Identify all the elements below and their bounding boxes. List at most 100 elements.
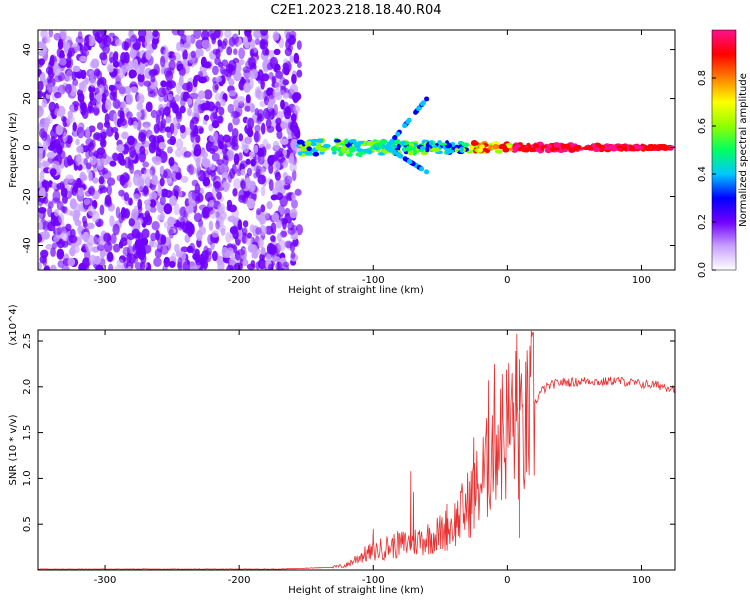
heatmap-cell xyxy=(106,177,116,186)
heatmap-cell xyxy=(200,56,207,68)
heatmap-cell xyxy=(38,80,44,91)
heatmap-cell xyxy=(268,179,274,191)
heatmap-cell xyxy=(226,264,234,270)
heatmap-cell xyxy=(296,40,302,50)
heatmap-cell xyxy=(246,263,256,270)
heatmap-cell xyxy=(173,203,180,216)
heatmap-cell xyxy=(424,169,430,175)
heatmap-cell xyxy=(176,41,181,52)
heatmap-cell xyxy=(104,113,110,125)
heatmap-cell xyxy=(216,191,222,200)
heatmap-cell xyxy=(181,222,188,233)
heatmap-cell xyxy=(137,30,147,39)
heatmap-cell xyxy=(201,39,210,49)
heatmap-cell xyxy=(38,211,44,220)
heatmap-cell xyxy=(545,146,552,151)
heatmap-cell xyxy=(192,107,200,119)
heatmap-cell xyxy=(264,96,270,106)
heatmap-cell xyxy=(119,110,125,123)
heatmap-cell xyxy=(289,162,297,172)
heatmap-cell xyxy=(209,112,218,123)
heatmap-cell xyxy=(283,101,289,112)
heatmap-cell xyxy=(110,127,119,134)
heatmap-cell xyxy=(41,230,51,240)
heatmap-cell xyxy=(63,35,73,46)
heatmap-cell xyxy=(127,135,136,146)
heatmap-cell xyxy=(43,121,49,133)
heatmap-cell xyxy=(242,227,248,236)
heatmap-cell xyxy=(38,105,44,117)
heatmap-cell xyxy=(372,146,380,151)
heatmap-cell xyxy=(315,145,323,151)
y-tick-label: -20 xyxy=(22,188,33,204)
heatmap-cell xyxy=(112,52,119,63)
heatmap-cell xyxy=(118,84,127,97)
heatmap-cell xyxy=(224,30,232,39)
heatmap-cell xyxy=(267,108,277,120)
heatmap-cell xyxy=(215,48,221,60)
heatmap-cell xyxy=(435,147,440,153)
heatmap-cell xyxy=(171,30,181,36)
heatmap-cell xyxy=(395,131,401,137)
heatmap-cell xyxy=(310,142,317,147)
heatmap-cell xyxy=(228,204,237,213)
heatmap-cell xyxy=(315,138,324,143)
heatmap-cell xyxy=(459,146,464,153)
heatmap-cell xyxy=(189,265,198,270)
heatmap-cell xyxy=(316,142,322,147)
heatmap-cell xyxy=(119,174,126,186)
heatmap-cell xyxy=(284,47,292,57)
heatmap-cell xyxy=(260,30,268,36)
heatmap-cell xyxy=(128,217,135,227)
heatmap-cell xyxy=(124,41,130,50)
heatmap-cell xyxy=(219,163,228,175)
heatmap-cell xyxy=(353,142,360,146)
heatmap-cell xyxy=(197,90,206,100)
heatmap-cell xyxy=(420,100,426,106)
heatmap-cell xyxy=(179,43,186,53)
heatmap-cell xyxy=(211,250,218,262)
heatmap-cell xyxy=(50,247,56,257)
heatmap-cell xyxy=(358,140,365,144)
heatmap-cell xyxy=(193,30,202,39)
heatmap-cell xyxy=(85,126,91,139)
heatmap-cell xyxy=(56,182,65,190)
heatmap-cell xyxy=(152,135,160,144)
heatmap-cell xyxy=(296,60,302,68)
heatmap-cell xyxy=(47,206,53,218)
heatmap-cell xyxy=(67,110,73,120)
heatmap-cell xyxy=(89,78,97,88)
heatmap-cell xyxy=(592,147,601,153)
heatmap-cell xyxy=(259,40,269,50)
heatmap-cell xyxy=(160,244,169,255)
heatmap-cell xyxy=(139,145,146,155)
heatmap-cell xyxy=(250,68,258,80)
heatmap-cell xyxy=(385,146,391,152)
heatmap-cell xyxy=(57,260,65,268)
heatmap-cell xyxy=(72,65,81,73)
heatmap-cell xyxy=(151,39,158,50)
heatmap-cell xyxy=(112,243,121,253)
heatmap-cell xyxy=(174,108,183,116)
heatmap-cell xyxy=(290,113,297,123)
heatmap-cell xyxy=(57,38,64,50)
heatmap-cell xyxy=(62,132,68,143)
heatmap-cell xyxy=(159,195,166,206)
heatmap-cell xyxy=(179,124,186,134)
heatmap-cell xyxy=(112,98,121,109)
heatmap-cell xyxy=(42,139,49,151)
heatmap-cell xyxy=(95,264,104,270)
heatmap-cell xyxy=(180,34,188,44)
heatmap-cell xyxy=(150,68,159,76)
heatmap-cell xyxy=(123,192,130,202)
heatmap-cell xyxy=(254,130,259,143)
heatmap-cell xyxy=(289,83,299,95)
heatmap-cell xyxy=(629,145,636,152)
heatmap-cell xyxy=(345,151,350,155)
heatmap-cell xyxy=(112,60,120,68)
snr-ylabel: SNR (10 * v/v) xyxy=(8,414,19,485)
heatmap-cell xyxy=(282,66,290,75)
heatmap-cell xyxy=(405,119,411,125)
heatmap-cell xyxy=(143,199,151,206)
heatmap-cell xyxy=(182,261,191,270)
